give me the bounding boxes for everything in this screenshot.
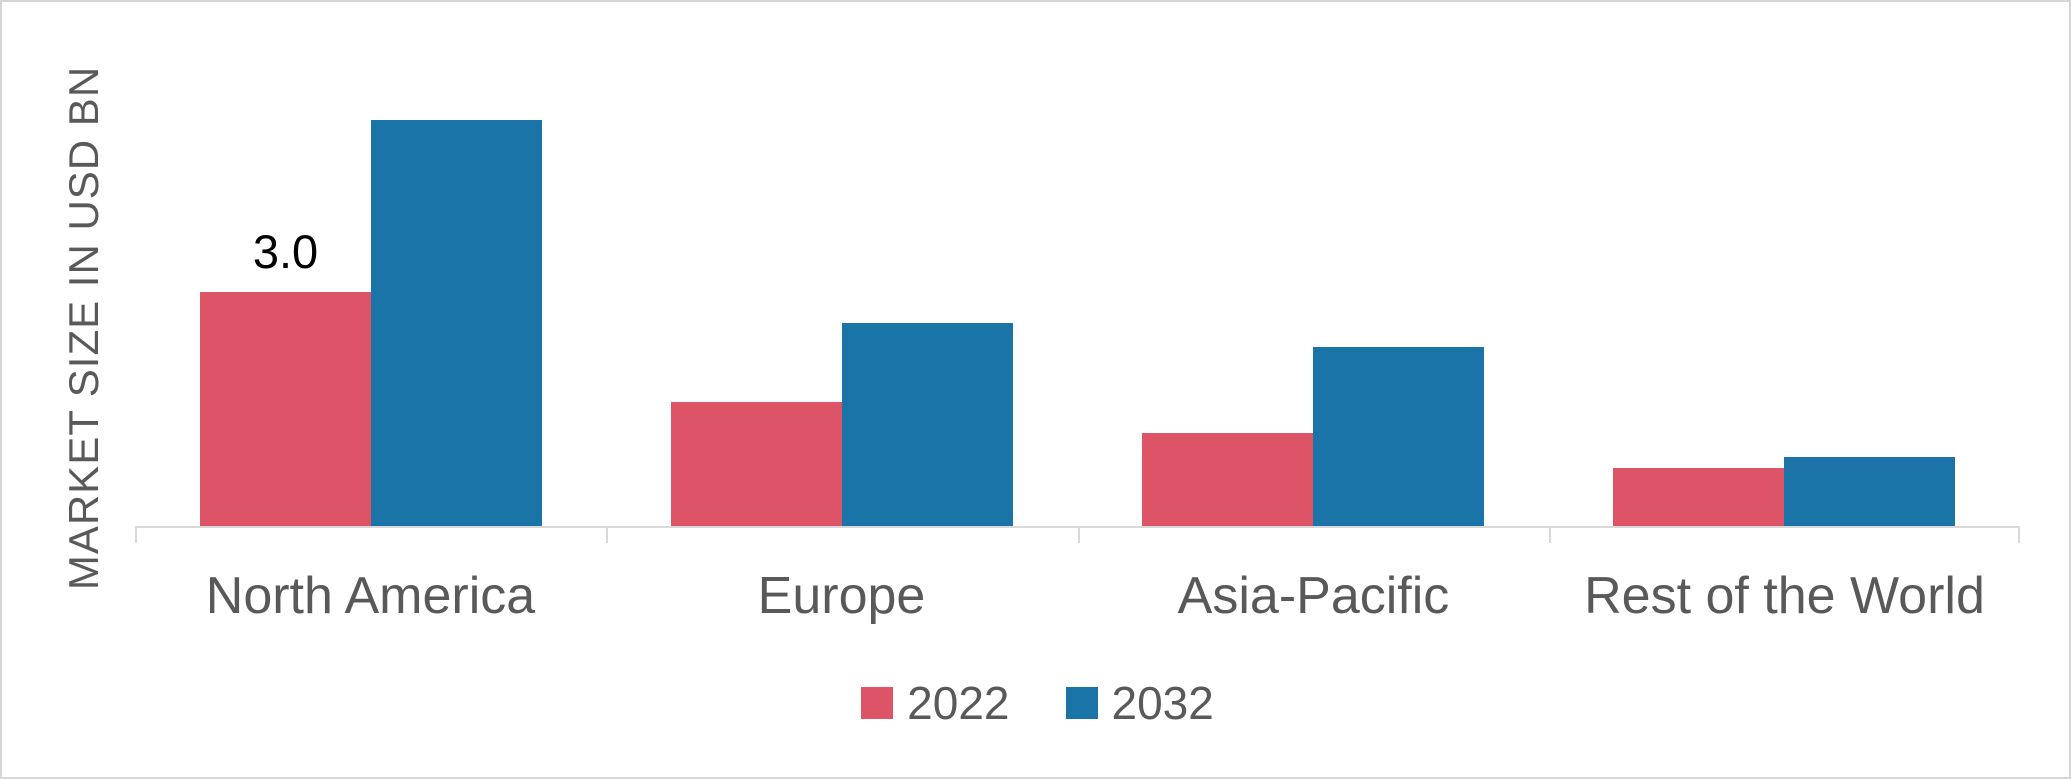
legend-label: 2022	[907, 677, 1010, 729]
x-axis-line	[135, 526, 2020, 528]
bar-2022-asia-pacific	[1142, 433, 1313, 527]
bar-2032-europe	[842, 323, 1013, 527]
axis-tick	[1549, 526, 1551, 543]
data-label-3.0: 3.0	[252, 225, 319, 278]
category-label-rest-of-the-world: Rest of the World	[1584, 567, 1985, 625]
legend-swatch-icon	[1065, 687, 1098, 719]
axis-tick	[1078, 526, 1080, 543]
bar-2022-rest-of-the-world	[1613, 468, 1784, 527]
bar-2032-north-america	[371, 120, 542, 527]
category-label-asia-pacific: Asia-Pacific	[1177, 567, 1450, 625]
bar-2022-europe	[671, 402, 842, 527]
bar-2022-north-america	[200, 292, 371, 527]
legend-item-2032: 2032	[1065, 677, 1214, 729]
category-label-north-america: North America	[205, 567, 536, 625]
axis-tick	[135, 526, 137, 543]
y-axis-title: MARKET SIZE IN USD BN	[60, 65, 107, 591]
legend-item-2022: 2022	[861, 677, 1010, 729]
legend-label: 2032	[1111, 677, 1214, 729]
category-label-europe: Europe	[757, 567, 926, 625]
legend-swatch-icon	[861, 687, 894, 719]
legend: 2022 2032	[2, 677, 2069, 729]
bar-2032-asia-pacific	[1313, 347, 1484, 527]
axis-tick	[2018, 526, 2020, 543]
axis-tick	[606, 526, 608, 543]
bar-2032-rest-of-the-world	[1784, 457, 1955, 527]
